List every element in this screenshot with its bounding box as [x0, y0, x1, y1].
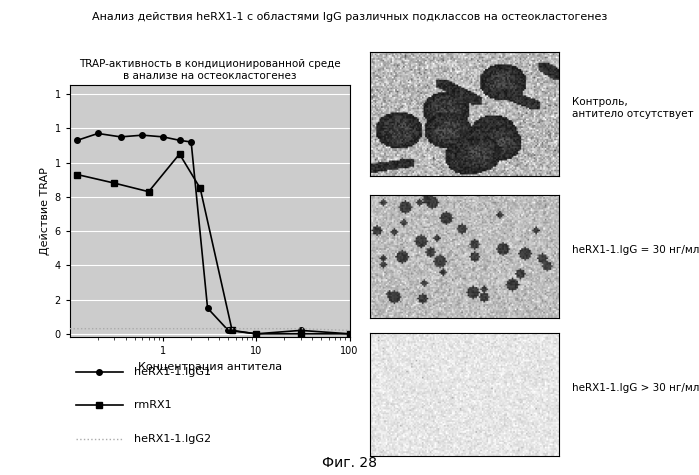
Text: Контроль,
антитело отсутствует: Контроль, антитело отсутствует: [572, 97, 694, 119]
Title: TRAP-активность в кондиционированной среде
в анализе на остеокластогенез: TRAP-активность в кондиционированной сре…: [79, 59, 340, 81]
rmRX1: [145, 189, 153, 195]
heRX1-1.IgG2: [296, 326, 305, 332]
rmRX1: [196, 185, 204, 191]
rmRX1: [252, 331, 261, 337]
heRX1-1.IgG1: [159, 134, 167, 140]
Text: heRX1-1.IgG1: heRX1-1.IgG1: [134, 367, 212, 377]
heRX1-1.IgG2: [159, 326, 167, 332]
Text: rmRX1: rmRX1: [134, 400, 172, 410]
rmRX1: [345, 331, 354, 337]
Text: heRX1-1.IgG > 30 нг/мл: heRX1-1.IgG > 30 нг/мл: [572, 383, 699, 393]
X-axis label: Концентрация антитела: Концентрация антитела: [138, 362, 282, 372]
heRX1-1.IgG1: [138, 133, 147, 138]
Line: heRX1-1.IgG1: heRX1-1.IgG1: [75, 131, 352, 337]
rmRX1: [175, 151, 184, 157]
heRX1-1.IgG1: [252, 331, 261, 337]
heRX1-1.IgG1: [73, 137, 82, 143]
Line: rmRX1: rmRX1: [75, 151, 352, 337]
Text: Фиг. 28: Фиг. 28: [322, 456, 377, 470]
heRX1-1.IgG2: [66, 326, 74, 332]
heRX1-1.IgG1: [187, 139, 195, 145]
heRX1-1.IgG1: [224, 328, 233, 333]
heRX1-1.IgG1: [345, 331, 354, 337]
Y-axis label: Действие TRAP: Действие TRAP: [41, 168, 50, 256]
heRX1-1.IgG1: [117, 134, 125, 140]
heRX1-1.IgG2: [203, 326, 212, 332]
heRX1-1.IgG1: [296, 328, 305, 333]
Text: Анализ действия heRX1-1 с областями IgG различных подклассов на остеокластогенез: Анализ действия heRX1-1 с областями IgG …: [92, 12, 607, 22]
heRX1-1.IgG2: [110, 326, 119, 332]
Text: heRX1-1.IgG2: heRX1-1.IgG2: [134, 434, 212, 444]
heRX1-1.IgG1: [175, 137, 184, 143]
Text: heRX1-1.IgG = 30 нг/мл: heRX1-1.IgG = 30 нг/мл: [572, 245, 699, 256]
heRX1-1.IgG1: [94, 131, 102, 136]
rmRX1: [110, 180, 119, 186]
heRX1-1.IgG2: [252, 326, 261, 332]
rmRX1: [228, 328, 236, 333]
heRX1-1.IgG2: [345, 328, 354, 333]
Line: heRX1-1.IgG2: heRX1-1.IgG2: [70, 329, 350, 331]
rmRX1: [296, 331, 305, 337]
heRX1-1.IgG1: [203, 305, 212, 311]
rmRX1: [73, 171, 82, 177]
